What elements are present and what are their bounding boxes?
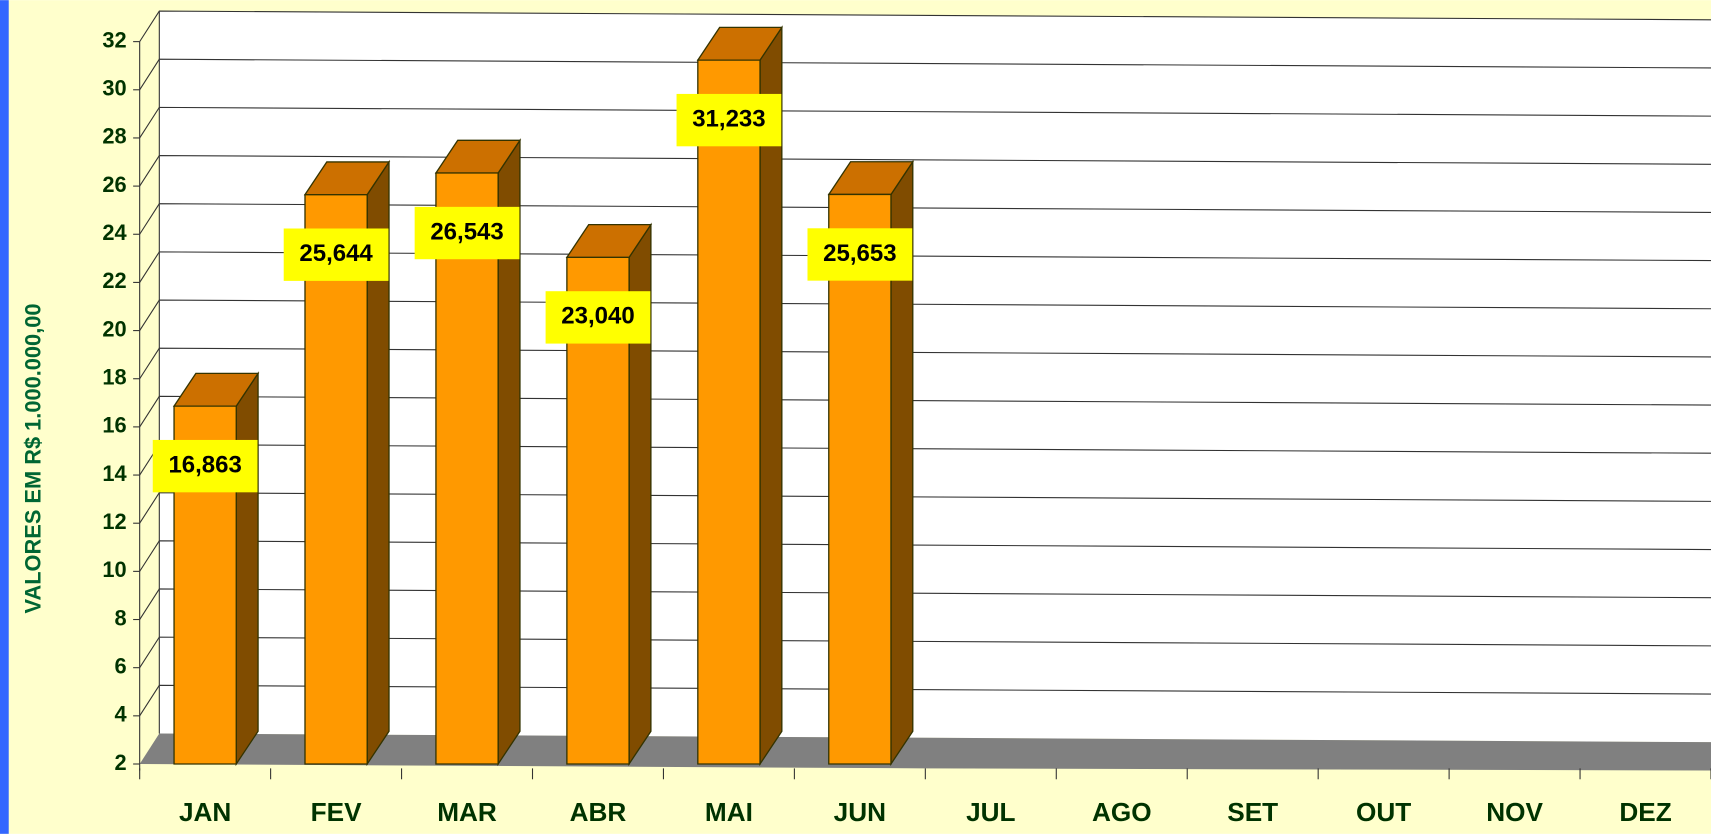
value-label: 25,653 (823, 240, 896, 267)
x-tick-label: OUT (1356, 797, 1411, 827)
floor (139, 733, 1711, 771)
bar (565, 222, 653, 767)
grid-line (139, 588, 1711, 620)
grid-line (139, 155, 1711, 187)
grid-line (139, 10, 1711, 42)
bar-front (173, 405, 237, 765)
y-tick-label: 18 (102, 365, 126, 390)
bar (172, 371, 260, 767)
grid-line (139, 203, 1711, 235)
value-label-box (676, 93, 782, 147)
y-tick-label: 32 (102, 27, 126, 52)
y-tick-label: 16 (102, 413, 126, 438)
value-label: 23,040 (561, 303, 634, 330)
back-wall (159, 11, 1711, 743)
y-tick-label: 20 (102, 316, 126, 341)
value-label-box (545, 291, 651, 344)
value-label: 31,233 (692, 105, 765, 132)
bar-front (697, 59, 761, 765)
x-tick-label: JAN (179, 797, 231, 827)
value-label-box (414, 206, 520, 260)
bar-front (304, 194, 368, 765)
value-label: 26,543 (430, 218, 503, 245)
value-label: 16,863 (168, 451, 241, 478)
bar-front (828, 193, 892, 765)
bar (434, 138, 522, 767)
x-tick-label: SET (1227, 797, 1278, 827)
y-tick-label: 8 (114, 605, 126, 630)
x-tick-label: DEZ (1619, 797, 1671, 827)
bar (827, 159, 915, 767)
y-tick-label: 26 (102, 172, 126, 197)
bar-front (435, 172, 499, 765)
bar (696, 25, 784, 767)
x-tick-label: MAI (705, 797, 753, 827)
value-label-box (152, 439, 258, 493)
grid-line (139, 251, 1711, 283)
x-tick-label: JUN (834, 797, 886, 827)
x-tick-label: FEV (311, 797, 362, 827)
y-tick-label: 12 (102, 509, 126, 534)
x-tick-label: AGO (1092, 797, 1152, 827)
value-label: 25,644 (299, 240, 373, 267)
y-tick-label: 4 (114, 702, 127, 727)
bar-front (566, 256, 630, 765)
y-tick-label: 30 (102, 76, 126, 101)
grid-line (139, 684, 1711, 717)
bar (303, 159, 391, 767)
y-tick-label: 10 (102, 557, 126, 582)
value-label-box (283, 228, 389, 281)
x-tick-label: NOV (1486, 797, 1543, 827)
x-tick-label: MAR (437, 797, 497, 827)
y-tick-label: 6 (114, 653, 126, 678)
grid-line (139, 347, 1711, 380)
y-tick-label: 22 (102, 268, 126, 293)
grid-line (139, 299, 1711, 331)
grid-line (139, 395, 1711, 428)
grid-line (139, 540, 1711, 572)
y-tick-label: 24 (102, 220, 127, 245)
y-axis-title: VALORES EM R$ 1.000.000,00 (21, 303, 46, 613)
x-tick-label: ABR (570, 797, 627, 827)
y-tick-label: 14 (102, 461, 127, 486)
grid-line (139, 106, 1711, 139)
x-tick-label: JUL (966, 797, 1015, 827)
value-label-box (807, 228, 913, 281)
grid-line (139, 58, 1711, 91)
y-tick-label: 2 (114, 750, 126, 775)
y-tick-label: 28 (102, 124, 126, 149)
grid-line (139, 492, 1711, 524)
bar-side (235, 371, 259, 767)
left-border (0, 0, 9, 834)
grid-line (139, 636, 1711, 668)
